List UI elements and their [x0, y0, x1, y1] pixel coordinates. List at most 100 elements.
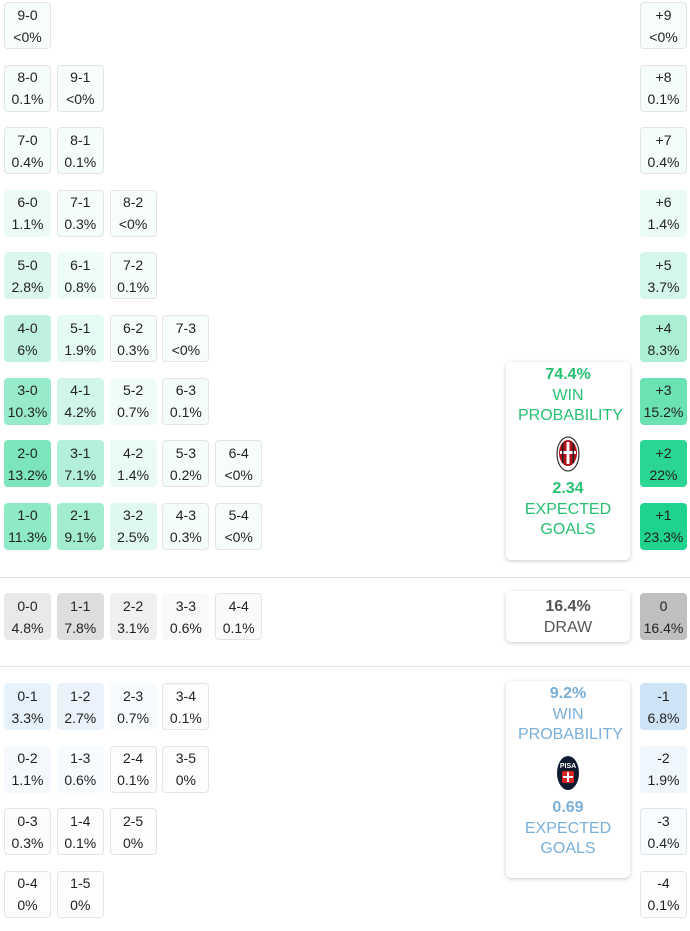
score-cell[interactable]: 6-1 0.8% [56, 252, 104, 300]
score-cell[interactable]: 2-5 0% [109, 808, 157, 856]
score-cell[interactable]: 4-2 1.4% [109, 440, 157, 488]
score-cell[interactable]: 9-1 <0% [56, 64, 104, 112]
score-cell[interactable]: 3-3 0.6% [162, 593, 210, 640]
score-cell[interactable]: 3-5 0% [162, 745, 210, 793]
score-cell[interactable]: 7-0 0.4% [4, 127, 51, 175]
score-cell[interactable]: 5-2 0.7% [109, 377, 157, 425]
probability-label: 1.9% [647, 772, 680, 789]
score-label: 4-0 [17, 319, 38, 336]
goal-difference-cell[interactable]: +2 22% [640, 440, 687, 488]
score-label: -3 [657, 812, 670, 829]
probability-label: <0% [649, 28, 678, 45]
score-label: 0 [659, 597, 668, 614]
score-cell[interactable]: 1-1 7.8% [56, 593, 104, 640]
score-label: +5 [655, 256, 672, 273]
probability-label: 0.1% [64, 834, 97, 851]
score-cell[interactable]: 1-3 0.6% [56, 745, 104, 793]
divider [0, 666, 690, 667]
score-cell[interactable]: 0-2 1.1% [4, 745, 51, 793]
goal-difference-cell[interactable]: -1 6.8% [640, 683, 687, 730]
score-label: 4-1 [70, 382, 91, 399]
score-cell[interactable]: 3-4 0.1% [162, 683, 210, 730]
ac-milan-crest-icon [556, 436, 580, 472]
score-label: 1-5 [70, 875, 91, 892]
score-label: 1-4 [70, 812, 91, 829]
score-label: -2 [657, 750, 670, 767]
probability-label: 0.3% [169, 529, 202, 546]
probability-label: <0% [224, 529, 253, 546]
score-cell[interactable]: 0-0 4.8% [4, 593, 51, 640]
score-label: 9-0 [17, 6, 38, 23]
score-label: 0-3 [17, 812, 38, 829]
goal-difference-cell[interactable]: +5 3.7% [640, 252, 687, 300]
goal-difference-cell[interactable]: +6 1.4% [640, 189, 687, 237]
score-label: 2-2 [122, 597, 144, 614]
score-label: 5-0 [17, 256, 38, 273]
score-cell[interactable]: 4-0 6% [4, 315, 51, 362]
probability-label: 0.1% [647, 897, 680, 914]
home-win-probability: 74.4% [545, 366, 591, 383]
score-cell[interactable]: 5-3 0.2% [162, 440, 210, 488]
goal-difference-cell[interactable]: +3 15.2% [640, 377, 687, 425]
score-cell[interactable]: 0-4 0% [4, 870, 51, 918]
score-cell[interactable]: 2-0 13.2% [4, 440, 51, 488]
probability-label: 1.1% [11, 772, 44, 789]
probability-label: 10.3% [7, 404, 48, 421]
score-label: 3-3 [175, 597, 196, 614]
score-cell[interactable]: 6-3 0.1% [162, 377, 210, 425]
home-win-label: WIN PROBABILITY [518, 387, 623, 424]
probability-label: 0.4% [647, 153, 680, 170]
score-cell[interactable]: 2-1 9.1% [56, 502, 104, 550]
score-cell[interactable]: 6-4 <0% [215, 440, 263, 488]
score-cell[interactable]: 1-2 2.7% [56, 683, 104, 730]
goal-difference-cell[interactable]: +9 <0% [640, 2, 687, 49]
score-cell[interactable]: 2-3 0.7% [109, 683, 157, 730]
score-cell[interactable]: 4-3 0.3% [162, 502, 210, 550]
score-cell[interactable]: 8-1 0.1% [56, 127, 104, 175]
score-cell[interactable]: 5-4 <0% [215, 502, 263, 550]
probability-label: 3.1% [117, 619, 150, 636]
score-label: 0-2 [17, 750, 38, 767]
score-label: 3-4 [175, 687, 196, 704]
score-cell[interactable]: 5-0 2.8% [4, 252, 51, 300]
score-cell[interactable]: 7-3 <0% [162, 315, 210, 362]
score-cell[interactable]: 7-1 0.3% [56, 189, 104, 237]
probability-label: 0.1% [11, 91, 44, 108]
score-cell[interactable]: 6-2 0.3% [109, 315, 157, 362]
svg-text:PISA: PISA [560, 763, 576, 770]
score-cell[interactable]: 1-0 11.3% [4, 502, 51, 550]
score-cell[interactable]: 0-1 3.3% [4, 683, 51, 730]
goal-difference-cell[interactable]: +4 8.3% [640, 315, 687, 362]
goal-difference-cell[interactable]: 0 16.4% [640, 593, 687, 640]
probability-label: 0% [17, 897, 38, 914]
score-cell[interactable]: 1-5 0% [56, 870, 104, 918]
score-cell[interactable]: 4-1 4.2% [56, 377, 104, 425]
score-cell[interactable]: 3-0 10.3% [4, 377, 51, 425]
score-cell[interactable]: 4-4 0.1% [215, 593, 263, 640]
probability-label: 0.1% [117, 772, 150, 789]
score-cell[interactable]: 2-4 0.1% [109, 745, 157, 793]
score-cell[interactable]: 0-3 0.3% [4, 808, 51, 856]
score-cell[interactable]: 3-2 2.5% [109, 502, 157, 550]
score-cell[interactable]: 9-0 <0% [4, 2, 51, 49]
score-cell[interactable]: 2-2 3.1% [109, 593, 157, 640]
goal-difference-cell[interactable]: -4 0.1% [640, 870, 687, 918]
probability-label: 23.3% [643, 529, 684, 546]
score-label: 3-0 [17, 382, 38, 399]
goal-difference-cell[interactable]: -2 1.9% [640, 745, 687, 793]
away-expected-goals: 0.69 [552, 799, 584, 816]
score-label: +2 [655, 444, 672, 461]
score-cell[interactable]: 7-2 0.1% [109, 252, 157, 300]
score-cell[interactable]: 3-1 7.1% [56, 440, 104, 488]
score-cell[interactable]: 5-1 1.9% [56, 315, 104, 362]
goal-difference-cell[interactable]: +7 0.4% [640, 127, 687, 175]
probability-label: 15.2% [643, 404, 684, 421]
score-cell[interactable]: 1-4 0.1% [56, 808, 104, 856]
goal-difference-cell[interactable]: -3 0.4% [640, 808, 687, 856]
score-cell[interactable]: 8-2 <0% [109, 189, 157, 237]
score-cell[interactable]: 6-0 1.1% [4, 189, 51, 237]
score-cell[interactable]: 8-0 0.1% [4, 64, 51, 112]
goal-difference-cell[interactable]: +1 23.3% [640, 502, 687, 550]
goal-difference-cell[interactable]: +8 0.1% [640, 64, 687, 112]
probability-label: 0.1% [222, 619, 255, 636]
